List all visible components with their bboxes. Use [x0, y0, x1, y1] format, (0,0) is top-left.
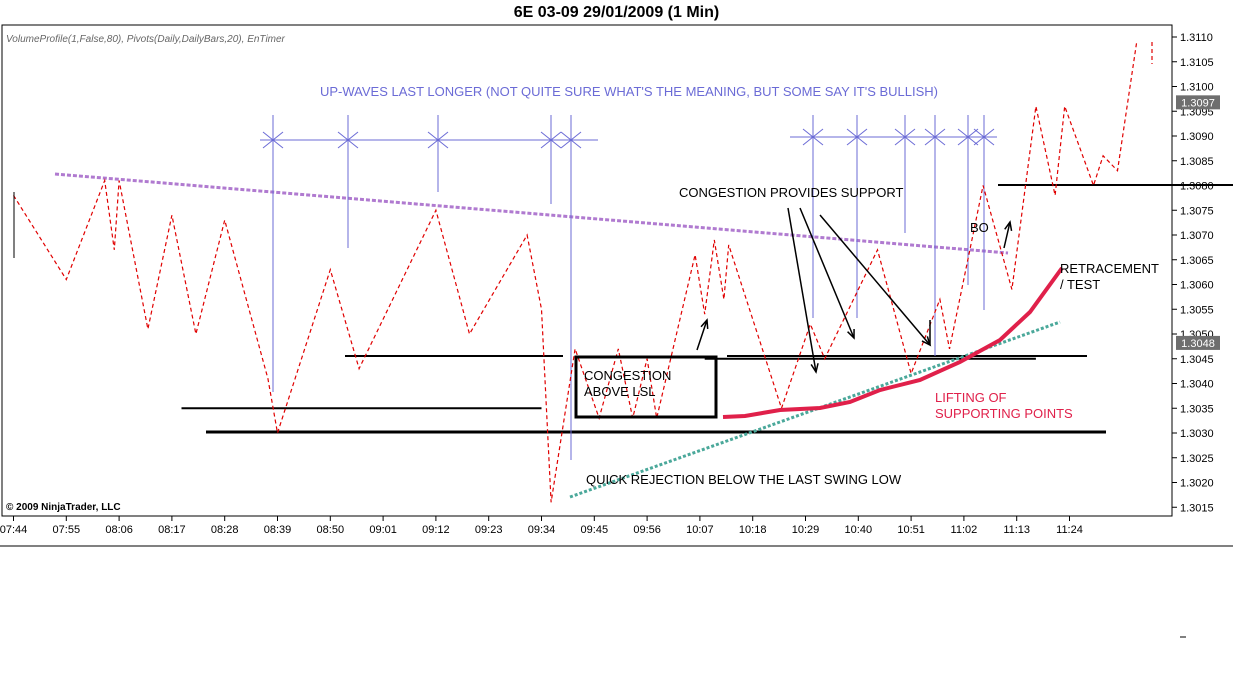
x-tick-label: 10:51 — [897, 524, 925, 536]
price-marker-box — [1176, 335, 1220, 350]
price-marker-label: 1.3048 — [1181, 338, 1215, 350]
price-marker-label: 1.3097 — [1181, 97, 1215, 109]
congestion-box — [574, 355, 718, 419]
up-wave-cross — [427, 131, 449, 149]
support-arrow-3 — [819, 214, 931, 346]
x-tick-label: 09:23 — [475, 524, 503, 536]
price-series-line — [12, 41, 1138, 503]
chart-title: 6E 03-09 29/01/2009 (1 Min) — [513, 4, 720, 21]
up-wave-cross — [957, 128, 979, 146]
up-wave-cross — [802, 128, 824, 146]
up-wave-cross — [540, 131, 562, 149]
y-tick-label: 1.3105 — [1180, 57, 1214, 69]
x-tick-label: 11:13 — [1003, 524, 1030, 536]
x-tick-label: 08:17 — [158, 524, 186, 536]
x-tick-label: 10:07 — [686, 524, 714, 536]
x-tick-label: 10:18 — [739, 524, 767, 536]
y-tick-label: 1.3030 — [1180, 428, 1214, 440]
annotation-retracement: RETRACEMENT — [1060, 261, 1159, 276]
x-tick-label: 09:12 — [422, 524, 450, 536]
annotation-congestion: CONGESTION — [584, 368, 671, 383]
x-tick-label: 08:28 — [211, 524, 239, 536]
up-wave-cross — [560, 131, 582, 149]
indicator-label: VolumeProfile(1,False,80), Pivots(Daily,… — [6, 34, 286, 45]
up-wave-cross — [846, 128, 868, 146]
up-wave-cross — [337, 131, 359, 149]
congestion-arrow — [696, 319, 708, 351]
y-tick-label: 1.3065 — [1180, 255, 1214, 267]
x-tick-label: 08:06 — [105, 524, 133, 536]
support-arrow-1-head — [810, 363, 819, 374]
annotation-congestion-support: CONGESTION PROVIDES SUPPORT — [679, 185, 903, 200]
price-marker-box — [1176, 95, 1220, 110]
y-tick-label: 1.3110 — [1180, 32, 1213, 44]
annotation-supporting-points: SUPPORTING POINTS — [935, 406, 1073, 421]
y-tick-label: 1.3045 — [1180, 354, 1214, 366]
copyright-label: © 2009 NinjaTrader, LLC — [6, 502, 121, 513]
y-tick-label: 1.3025 — [1180, 453, 1214, 465]
breakout-arrow — [1003, 221, 1011, 249]
y-tick-label: 1.3015 — [1180, 502, 1214, 514]
annotation-bo: BO — [970, 220, 989, 235]
breakout-arrow-head — [1004, 220, 1013, 231]
y-tick-label: 1.3035 — [1180, 403, 1214, 415]
y-tick-label: 1.3100 — [1180, 82, 1214, 94]
support-arrow-2-head — [847, 328, 855, 340]
support-arrow-2 — [799, 207, 855, 339]
up-wave-cross — [262, 131, 284, 149]
x-tick-label: 11:24 — [1056, 524, 1083, 536]
y-tick-label: 1.3055 — [1180, 304, 1214, 316]
annotation-quick-rejection: QUICK REJECTION BELOW THE LAST SWING LOW — [586, 472, 902, 487]
x-tick-label: 09:56 — [633, 524, 661, 536]
lifting-curve — [722, 266, 1064, 419]
annotation-up-waves: UP-WAVES LAST LONGER (NOT QUITE SURE WHA… — [320, 84, 938, 99]
up-wave-cross — [894, 128, 916, 146]
x-tick-label: 07:55 — [53, 524, 81, 536]
support-arrow-1 — [787, 207, 817, 373]
y-tick-label: 1.3020 — [1180, 478, 1214, 490]
y-tick-label: 1.3075 — [1180, 205, 1214, 217]
up-wave-cross — [973, 128, 995, 146]
x-tick-label: 09:45 — [581, 524, 609, 536]
annotation-lifting: LIFTING OF — [935, 390, 1007, 405]
x-tick-label: 08:50 — [317, 524, 345, 536]
falling-trendline — [54, 172, 1009, 255]
y-tick-label: 1.3085 — [1180, 156, 1214, 168]
congestion-arrow-head — [700, 318, 709, 330]
x-tick-label: 09:34 — [528, 524, 556, 536]
y-tick-label: 1.3090 — [1180, 131, 1214, 143]
x-tick-label: 10:40 — [845, 524, 873, 536]
x-tick-label: 11:02 — [951, 524, 978, 536]
x-tick-label: 07:44 — [0, 524, 27, 536]
x-tick-label: 10:29 — [792, 524, 820, 536]
up-wave-cross — [924, 128, 946, 146]
annotation-test: / TEST — [1060, 277, 1100, 292]
x-tick-label: 09:01 — [369, 524, 397, 536]
annotation-above-lsl: ABOVE LSL — [584, 384, 656, 399]
y-tick-label: 1.3070 — [1180, 230, 1214, 242]
y-tick-label: 1.3060 — [1180, 280, 1214, 292]
x-tick-label: 08:39 — [264, 524, 292, 536]
y-tick-label: 1.3080 — [1180, 181, 1214, 193]
y-tick-label: 1.3040 — [1180, 379, 1214, 391]
